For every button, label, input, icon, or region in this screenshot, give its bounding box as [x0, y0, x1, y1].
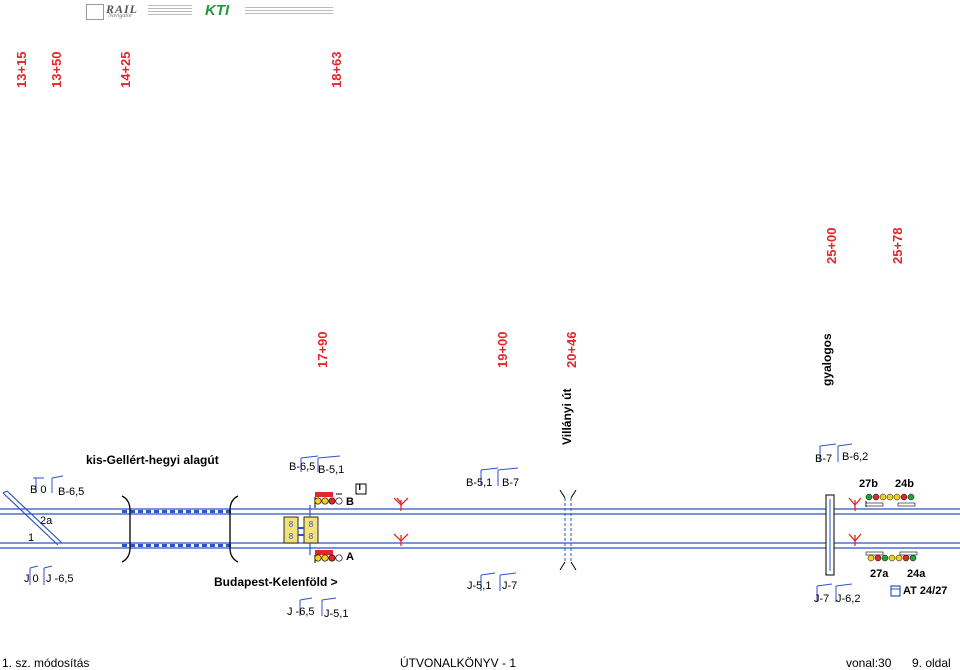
- footer-book-title: ÚTVONALKÖNYV - 1: [400, 656, 517, 670]
- speed-board-j7-far: J-7: [814, 593, 830, 605]
- at-24-27-label: AT 24/27: [903, 585, 948, 597]
- speed-board-b65-left: B-6,5: [58, 486, 85, 498]
- speed-board-b7-right: B-7: [502, 477, 520, 489]
- speed-board-j65-mid: J -6,5: [287, 606, 315, 618]
- rail-logo-text: RAIL: [106, 2, 139, 16]
- track-1-label: 1: [28, 532, 35, 544]
- signal-27b-24b: [865, 493, 916, 507]
- signal-24b-label: 24b: [895, 478, 914, 490]
- rail-logo-fine-print: [148, 5, 192, 17]
- catenary-marker-lower: [393, 533, 409, 546]
- axle-counter-boxes: 8 8 8 8: [283, 516, 319, 544]
- pedestrian-crossing: [825, 494, 835, 576]
- track-2-line: [0, 508, 960, 515]
- t-sign-label: T: [357, 482, 363, 492]
- speed-board-j51-right: J-5,1: [467, 580, 492, 592]
- speed-board-b65-mid: B-6,5: [289, 461, 316, 473]
- signal-a: [314, 550, 343, 563]
- catenary-marker-lower-right: [848, 533, 862, 546]
- kti-logo-text: KTI: [205, 2, 230, 19]
- svg-text:8: 8: [289, 520, 294, 529]
- speed-board-b0: B 0: [30, 484, 47, 496]
- tunnel-portal-left: [121, 495, 131, 563]
- svg-text:8: 8: [309, 520, 314, 529]
- station-label: Budapest-Kelenföld >: [214, 575, 338, 589]
- footer-line: vonal:30: [846, 656, 892, 670]
- signal-27a-label: 27a: [870, 568, 889, 580]
- crossover-switch: [2, 490, 63, 546]
- rail-logo-mark-icon: [86, 4, 104, 20]
- t-sign-icon: [355, 483, 367, 495]
- signal-b: [314, 492, 343, 508]
- track-2a-label: 2a: [40, 515, 53, 527]
- villanyi-bridge: [559, 489, 577, 571]
- svg-text:8: 8: [289, 532, 294, 541]
- speed-board-j65-left: J -6,5: [46, 573, 74, 585]
- catenary-marker-upper-right: [848, 497, 862, 511]
- speed-board-b62-far: B-6,2: [842, 451, 869, 463]
- footer-modification: 1. sz. módosítás: [2, 656, 90, 670]
- footer-page: 9. oldal: [912, 656, 951, 670]
- signal-a-label: A: [346, 551, 354, 563]
- signal-27b-label: 27b: [859, 478, 878, 490]
- speed-board-j51-mid: J-5,1: [324, 608, 349, 620]
- speed-board-j62-far: J-6,2: [836, 593, 861, 605]
- speed-board-j7-right: J-7: [502, 580, 518, 592]
- signal-27a-24a: [865, 551, 918, 562]
- signal-b-label: B: [346, 496, 354, 508]
- rail-navigator-logo: RAIL Navigator: [86, 2, 192, 20]
- track-1-line: [0, 542, 960, 549]
- svg-text:8: 8: [309, 532, 314, 541]
- speed-board-b7-far: B-7: [815, 453, 833, 465]
- signal-24a-label: 24a: [907, 568, 926, 580]
- kti-logo-fine-print: [245, 7, 333, 15]
- tunnel-label: kis-Gellért-hegyi alagút: [86, 453, 219, 467]
- kti-logo: KTI: [205, 2, 333, 20]
- speed-board-b51-right: B-5,1: [466, 477, 493, 489]
- speed-board-j0: J 0: [24, 573, 39, 585]
- catenary-marker-upper: [393, 497, 409, 511]
- tunnel-portal-right: [229, 495, 239, 563]
- speed-board-brackets: [29, 443, 853, 616]
- speed-board-b51-mid: B-5,1: [318, 464, 345, 476]
- rail-logo-subtext: Navigator: [108, 13, 133, 19]
- phone-box-icon: [890, 585, 901, 597]
